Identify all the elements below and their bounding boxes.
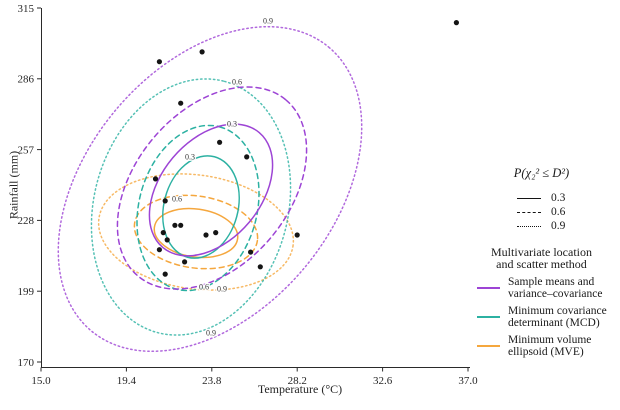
dotted-line-icon bbox=[517, 225, 541, 227]
contour-label: 0.9 bbox=[206, 329, 216, 338]
data-point bbox=[217, 139, 223, 145]
x-tick-label: 15.0 bbox=[31, 375, 51, 387]
prob-legend-title: P(χ₂² ≤ D²) bbox=[513, 166, 570, 180]
data-point bbox=[257, 264, 263, 270]
contour-label: 0.6 bbox=[232, 78, 242, 87]
data-point bbox=[453, 20, 459, 26]
legend-item-label: 0.6 bbox=[551, 206, 566, 218]
method-legend-title: Multivariate location and scatter method bbox=[463, 246, 620, 270]
legend-item-label: Minimum volume ellipsoid (MVE) bbox=[508, 334, 592, 358]
axis-lines bbox=[41, 8, 470, 368]
legend-item-label: Minimum covariance determinant (MCD) bbox=[508, 305, 607, 329]
x-tick-label: 23.8 bbox=[202, 375, 222, 387]
legend-item-mve: Minimum volume ellipsoid (MVE) bbox=[463, 334, 620, 358]
data-point bbox=[178, 222, 184, 228]
data-point bbox=[152, 176, 159, 182]
contour-label: 0.6 bbox=[199, 283, 209, 292]
data-point bbox=[156, 59, 162, 65]
solid-line-icon bbox=[517, 197, 541, 199]
legend-item-09: 0.9 bbox=[463, 219, 620, 233]
y-tick-label: 315 bbox=[18, 3, 35, 15]
data-point bbox=[178, 100, 184, 106]
legend-item-label: 0.3 bbox=[551, 192, 566, 204]
ellipse-mve-0.3 bbox=[153, 207, 239, 259]
contour-label: 0.9 bbox=[263, 17, 273, 26]
data-point bbox=[160, 230, 166, 236]
x-tick-label: 32.6 bbox=[373, 375, 393, 387]
contour-label: 0.6 bbox=[172, 195, 182, 204]
data-point bbox=[213, 230, 219, 236]
data-point bbox=[203, 232, 209, 238]
legend-item-label: 0.9 bbox=[551, 220, 566, 232]
y-tick-label: 286 bbox=[18, 74, 35, 86]
contour-label: 0.3 bbox=[227, 120, 237, 129]
data-point bbox=[199, 49, 205, 55]
x-tick-label: 19.4 bbox=[117, 375, 137, 387]
x-axis-title: Temperature (°C) bbox=[257, 382, 343, 396]
ellipse-sample-0.3 bbox=[148, 123, 274, 257]
y-axis-title: Rainfall (mm) bbox=[6, 150, 21, 220]
x-tick-label: 28.2 bbox=[288, 375, 307, 387]
data-point bbox=[182, 259, 188, 265]
contour-label: 0.3 bbox=[185, 153, 195, 162]
data-point bbox=[164, 237, 170, 243]
ellipse-mve-0.9 bbox=[97, 173, 295, 291]
method-legend-title-line2: and scatter method bbox=[496, 257, 587, 271]
y-tick-label: 228 bbox=[18, 215, 35, 227]
data-point bbox=[294, 232, 300, 238]
data-point bbox=[162, 198, 168, 204]
dashed-line-icon bbox=[517, 211, 541, 213]
data-point bbox=[244, 154, 250, 160]
orange-line-icon bbox=[477, 345, 500, 347]
legend-item-mcd: Minimum covariance determinant (MCD) bbox=[463, 305, 620, 329]
legend-item-label: Sample means and variance–covariance bbox=[508, 276, 603, 300]
y-tick-label: 170 bbox=[18, 357, 35, 369]
legend-item-06: 0.6 bbox=[463, 205, 620, 219]
ellipse-sample-0.9 bbox=[57, 25, 363, 353]
legend: P(χ₂² ≤ D²) 0.3 0.6 0.9 Multivariate loc… bbox=[463, 165, 620, 358]
legend-item-sample-means: Sample means and variance–covariance bbox=[463, 276, 620, 300]
teal-line-icon bbox=[477, 316, 500, 318]
ellipse-mve-0.6 bbox=[133, 194, 259, 270]
y-tick-label: 199 bbox=[18, 286, 35, 298]
data-point bbox=[172, 222, 178, 228]
data-point bbox=[248, 249, 254, 255]
purple-line-icon bbox=[477, 287, 500, 289]
method-legend-title-line1: Multivariate location bbox=[491, 245, 592, 259]
ellipse-mcd-0.9 bbox=[90, 78, 292, 336]
ellipse-sample-0.6 bbox=[116, 86, 308, 290]
legend-item-03: 0.3 bbox=[463, 191, 620, 205]
y-tick-label: 257 bbox=[18, 144, 35, 156]
data-point bbox=[162, 271, 168, 277]
ellipse-mcd-0.3 bbox=[162, 155, 240, 259]
x-tick-label: 37.0 bbox=[458, 375, 478, 387]
contour-label: 0.9 bbox=[217, 285, 227, 294]
data-point bbox=[156, 247, 162, 253]
